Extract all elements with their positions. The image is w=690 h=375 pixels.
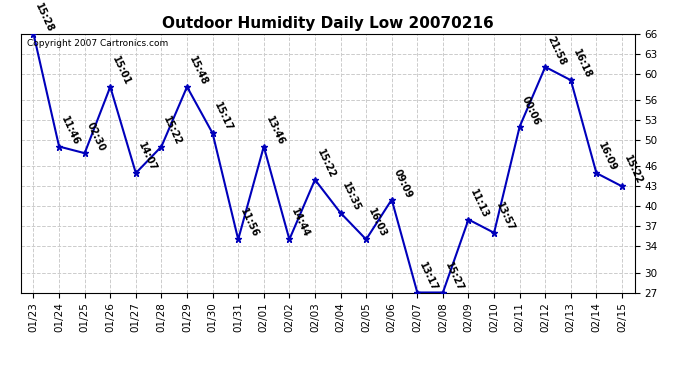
Text: 02:30: 02:30 (85, 121, 107, 153)
Text: 13:57: 13:57 (494, 201, 516, 233)
Text: 11:13: 11:13 (469, 187, 491, 219)
Text: 15:27: 15:27 (443, 260, 465, 292)
Text: 15:01: 15:01 (110, 54, 132, 87)
Text: 15:22: 15:22 (161, 114, 184, 147)
Text: 15:28: 15:28 (34, 2, 56, 34)
Text: 15:22: 15:22 (315, 147, 337, 180)
Text: 13:46: 13:46 (264, 114, 286, 147)
Text: 09:09: 09:09 (392, 167, 414, 200)
Text: 11:46: 11:46 (59, 114, 81, 147)
Text: 21:58: 21:58 (545, 34, 567, 67)
Text: 15:17: 15:17 (213, 101, 235, 133)
Text: 16:03: 16:03 (366, 207, 388, 239)
Text: 11:56: 11:56 (238, 207, 260, 239)
Text: 16:18: 16:18 (571, 48, 593, 80)
Text: 14:07: 14:07 (136, 141, 158, 173)
Title: Outdoor Humidity Daily Low 20070216: Outdoor Humidity Daily Low 20070216 (162, 16, 493, 31)
Text: 15:35: 15:35 (341, 181, 363, 213)
Text: 14:44: 14:44 (289, 207, 311, 239)
Text: 16:09: 16:09 (596, 141, 618, 173)
Text: 15:22: 15:22 (622, 154, 644, 186)
Text: 13:17: 13:17 (417, 260, 440, 292)
Text: 00:06: 00:06 (520, 94, 542, 127)
Text: Copyright 2007 Cartronics.com: Copyright 2007 Cartronics.com (27, 39, 168, 48)
Text: 15:48: 15:48 (187, 54, 209, 87)
